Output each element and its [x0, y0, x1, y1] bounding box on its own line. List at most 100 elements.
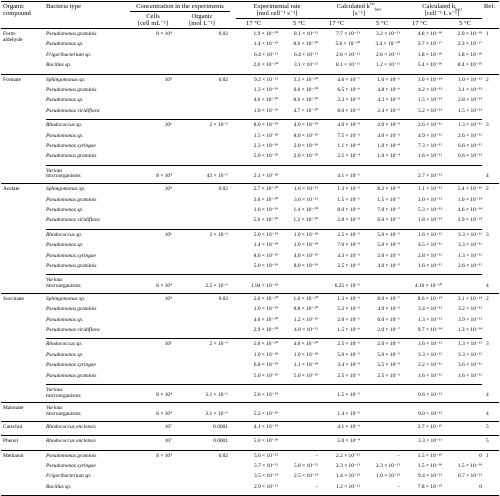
- cell-k5: 5.0 × 10⁻⁵: [377, 351, 400, 358]
- cell-bact: Pseudomonas graminis: [46, 87, 97, 93]
- cell-k5: 4.8 × 10⁻⁶: [377, 87, 400, 93]
- cell-e5: 1.0 × 10⁻¹⁸: [293, 351, 318, 358]
- cell-k17: 5.0 × 10⁻⁴: [337, 438, 360, 445]
- cell-e17: 8.0 × 10⁻¹⁹: [253, 122, 278, 129]
- cell-bact: Rhodococcus enclensis: [46, 438, 96, 445]
- cell-org: 0.02: [218, 76, 228, 83]
- cell-b5: 3.1 × 10⁻¹³: [458, 87, 482, 93]
- cell-b17: 9.7 × 10⁻¹⁴: [417, 327, 442, 333]
- header-rate-5c: 5 °C: [293, 20, 305, 27]
- cell-b5: 1.5 × 10⁻¹³: [458, 107, 482, 114]
- cell-k5: 4.0 × 10⁻⁵: [377, 132, 400, 139]
- cell-bact: Pseudomonas graminis: [46, 306, 97, 313]
- cell-ref: 4: [486, 173, 489, 179]
- cell-k5: –: [397, 452, 400, 459]
- cell-e5: 1.6 × 10⁻²⁰: [293, 295, 319, 302]
- cell-bact: Sphingomonas sp.: [46, 76, 86, 83]
- header-experimental-rate: Experimental rate [mol cell⁻¹ s⁻¹]: [253, 3, 301, 17]
- cell-e5: 2.0 × 10⁻¹⁸: [293, 143, 318, 149]
- cell-org: 0.02: [218, 186, 228, 193]
- cell-b17: 9.6 × 10⁻¹³: [418, 392, 442, 399]
- cell-bact-line2: microorganisms: [46, 411, 81, 417]
- header-concentration-rule: [130, 11, 230, 12]
- cell-k5: 1.0 × 10⁻⁴: [377, 153, 400, 160]
- cell-b17: 1.6 × 10⁻¹³: [418, 341, 442, 348]
- cell-compound: Form-: [3, 31, 17, 37]
- cell-e5: 1.0 × 10⁻¹⁸: [293, 231, 318, 238]
- cell-e5: 4.0 × 10⁻²⁰: [293, 341, 319, 348]
- cell-e17: 1.4 × 10⁻¹⁹: [253, 41, 278, 48]
- cell-b5: 6.7 × 10⁻²¹: [458, 473, 482, 480]
- cell-k17: 1.4 × 10⁻¹³: [336, 473, 360, 480]
- cell-bact: Rhodococcus sp.: [46, 231, 83, 238]
- cell-bact: Bacillus sp.: [46, 62, 72, 69]
- cell-b17: 7.3 × 10⁻¹²: [418, 143, 442, 149]
- cell-b17: 1.8 × 10⁻¹⁸: [417, 51, 442, 58]
- header-concentration: Concentration in the experiments: [136, 3, 224, 10]
- cell-e5: 4.0 × 10⁻¹⁹: [293, 252, 318, 259]
- cell-e17: 2.0 × 10⁻²⁰: [253, 62, 279, 69]
- cell-bact: Pseudomonas viridiflava: [46, 217, 100, 224]
- cell-cells: 10⁹: [164, 186, 172, 193]
- cell-bact: Sphingomonas sp.: [46, 186, 86, 193]
- cell-bact: Pseudomonas graminis: [46, 153, 97, 160]
- cell-b5: 4.6 × 10⁻¹⁴: [457, 207, 482, 213]
- cell-k17: 2.5 × 10⁻⁴: [337, 153, 360, 160]
- cell-k5: 8.0 × 10⁻⁷: [377, 295, 400, 302]
- cell-e17: 2.7 × 10⁻²⁰: [253, 186, 279, 193]
- cell-e17: 8.6 × 10⁻¹⁹: [253, 252, 278, 259]
- cell-k17: 2.5 × 10⁻⁵: [337, 263, 360, 269]
- cell-ref: 2: [486, 295, 489, 302]
- cell-bact: Pseudomonas sp.: [46, 41, 84, 48]
- cell-e5: –: [315, 483, 318, 490]
- cell-k17: 1.5 × 10⁻⁶: [337, 196, 360, 203]
- cell-e17: 5.0 × 10⁻¹⁸: [253, 153, 278, 160]
- cell-cells: 10⁶: [164, 341, 172, 348]
- cell-b5: 2.6 × 10⁻¹²: [458, 263, 482, 269]
- cell-k17: 1.5 × 10⁻⁵: [337, 392, 360, 399]
- cell-e5: 4.0 × 10⁻²¹: [294, 327, 318, 333]
- cell-ref: 3: [486, 231, 489, 238]
- cell-k5: 3.4 × 10⁻¹⁰: [375, 41, 401, 48]
- cell-org: 2 × 10⁻⁵: [209, 122, 228, 129]
- cell-k17: 2.0 × 10⁻⁶: [337, 316, 360, 323]
- cell-e17: 2.9 × 10⁻²⁰: [253, 327, 279, 333]
- header-organic-compound: Organic compound: [3, 3, 31, 17]
- cell-e17: 5.0 × 10⁻¹⁹: [253, 231, 278, 238]
- cell-org: 0.02: [218, 31, 228, 37]
- cell-b17: 3.0 × 10⁻¹⁴: [417, 76, 442, 83]
- cell-b5: 3.3 × 10⁻¹²: [458, 231, 482, 238]
- subgroup-rule: [46, 384, 482, 385]
- cell-bact: Pseudomonas syringae: [46, 252, 96, 259]
- cell-b5: 1.3 × 10⁻¹²: [458, 122, 482, 129]
- cell-k5: 1.0 × 10⁻⁴: [377, 143, 400, 149]
- cell-b17: 3.4 × 10⁻¹³: [418, 306, 442, 313]
- cell-k17: 1.2 × 10⁻¹¹: [336, 483, 360, 490]
- subgroup-rule: [46, 338, 482, 340]
- cell-e5: 3.3 × 10⁻²⁰: [293, 76, 319, 83]
- cell-k17: 5.2 × 10⁻⁶: [337, 306, 360, 313]
- cell-b17: 7.8 × 10⁻¹⁹: [417, 483, 442, 490]
- cell-e5: 3.1 × 10⁻²¹: [294, 62, 318, 69]
- cell-b5: 3.9 × 10⁻¹³: [458, 316, 482, 323]
- cell-k5: 2.6 × 10⁻¹¹: [376, 51, 400, 58]
- cell-k17: 2.5 × 10⁻⁶: [337, 341, 360, 348]
- header-calculated-kbact: Calculated kbact [cell⁻¹ L s⁻¹]: [422, 3, 462, 17]
- cell-k17: 5.0 × 10⁻⁵: [337, 351, 360, 358]
- cell-k5: 4.9 × 10⁻⁶: [377, 306, 400, 313]
- cell-e17: 5.0 × 10⁻¹⁹: [253, 263, 278, 269]
- cell-b17: 2.6 × 10⁻¹²: [418, 122, 442, 129]
- cell-k5: 1.2 × 10⁻¹¹: [376, 62, 400, 69]
- cell-bact: Pseudomonas sp.: [46, 351, 84, 358]
- cell-k5: 5.5 × 10⁻⁵: [377, 362, 400, 369]
- cell-e17: 9.2 × 10⁻²¹: [254, 76, 278, 83]
- cell-e5: 3.0 × 10⁻²¹: [294, 196, 318, 203]
- cell-ref: 1: [486, 31, 489, 37]
- cell-b5: 1.3 × 10⁻¹²: [458, 252, 482, 259]
- cell-e5: –: [315, 452, 318, 459]
- cell-b5: 1.3 × 10⁻¹⁴: [457, 327, 482, 333]
- cell-org: 43 × 10⁻⁶: [206, 173, 228, 179]
- cell-k17: 4.1 × 10⁻⁶: [337, 173, 360, 179]
- cell-k17: 2.6 × 10⁻¹¹: [336, 51, 360, 58]
- cell-bact-line2: microorganisms: [46, 283, 81, 289]
